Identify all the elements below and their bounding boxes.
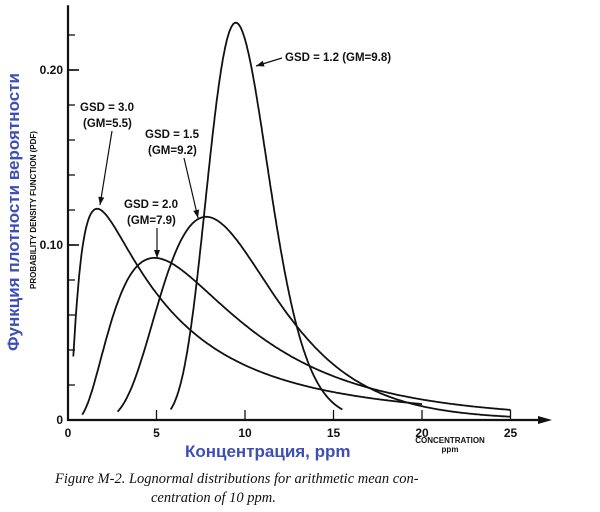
series-label-gsd-2: GSD = 2.0	[124, 199, 178, 211]
y-tick-label: 0.20	[40, 63, 64, 77]
x-axis-arrowhead	[538, 416, 552, 424]
x-tick-label: 20	[415, 426, 429, 440]
series-label-gm: (GM=7.9)	[127, 215, 176, 227]
x-tick-label: 5	[153, 426, 160, 440]
y-tick-label: 0	[56, 413, 63, 427]
caption-line-2: centration of 10 ppm.	[151, 490, 276, 506]
annotation-arrow-line	[183, 157, 199, 219]
axes: 0 0.10 0.20 0 5 10 15 20 25	[40, 5, 552, 440]
x-tick-label: 10	[238, 426, 252, 440]
annotation-arrow-line	[99, 130, 113, 206]
x-axis-label: CONCENTRATION	[415, 436, 485, 445]
x-tick-label: 0	[65, 426, 72, 440]
annotation-arrowhead	[256, 60, 265, 67]
figure-caption: Figure M-2. Lognormal distributions for …	[55, 470, 419, 508]
annotation-arrowhead	[193, 209, 200, 218]
series-line-gsd-1.2	[169, 21, 343, 411]
x-axis-label-translation: Концентрация, ppm	[185, 442, 351, 461]
series-label-gsd-1.5: GSD = 1.5	[145, 129, 200, 141]
annotation-arrowhead	[154, 250, 160, 258]
series-label-gsd-1.2: GSD = 1.2 (GM=9.8)	[285, 52, 391, 64]
series-label-gm: (GM=9.2)	[148, 145, 197, 157]
y-tick-label: 0.10	[40, 238, 64, 252]
annotation-arrowhead	[98, 196, 105, 205]
series-line-gsd-2	[81, 257, 511, 416]
x-tick-label: 25	[504, 426, 518, 440]
series-line-gsd-1.5	[116, 215, 511, 418]
series-label-gsd-3: GSD = 3.0	[80, 102, 134, 114]
x-tick-label: 15	[327, 426, 341, 440]
caption-line-1: Figure M-2. Lognormal distributions for …	[55, 471, 419, 487]
x-axis-unit: ppm	[442, 445, 459, 454]
y-axis-label: PROBABILITY DENSITY FUNCTION (PDF)	[29, 131, 38, 289]
annotations: GSD = 3.0 (GM=5.5) GSD = 2.0 (GM=7.9) GSD = …	[80, 52, 391, 258]
series-line-gsd-3	[72, 207, 423, 405]
curves	[72, 21, 511, 418]
series-label-gm: (GM=5.5)	[83, 118, 132, 130]
y-axis-label-translation: Функция плотности вероятности	[4, 73, 23, 351]
